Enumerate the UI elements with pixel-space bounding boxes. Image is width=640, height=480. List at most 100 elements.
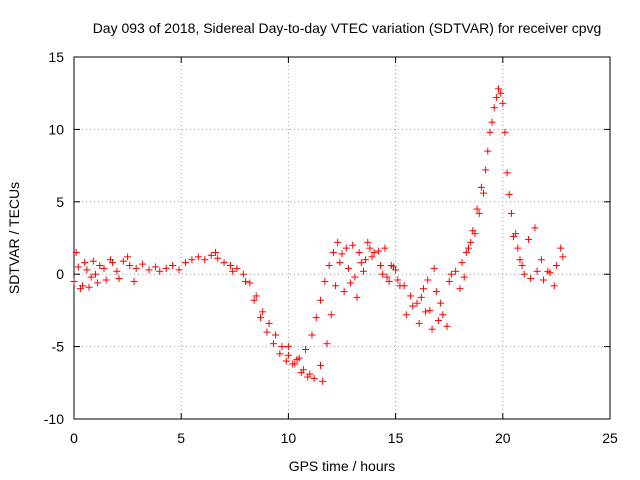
data-point (492, 94, 500, 102)
data-point (336, 259, 344, 267)
data-point (317, 361, 325, 369)
y-tick-label: 10 (48, 121, 64, 137)
data-point (344, 264, 352, 272)
data-point (342, 244, 350, 252)
data-point (72, 248, 80, 256)
data-point (76, 285, 84, 293)
data-point (284, 351, 292, 359)
data-point (229, 267, 237, 275)
y-tick-label: 5 (56, 194, 64, 210)
data-point (321, 277, 329, 285)
data-point (514, 244, 522, 252)
data-point (484, 147, 492, 155)
y-tick-label: -10 (44, 411, 64, 427)
x-tick-label: 15 (388, 430, 404, 446)
data-point (282, 357, 290, 365)
data-point (327, 311, 335, 319)
data-point (302, 345, 310, 353)
y-tick-label: -5 (52, 339, 65, 355)
data-point (212, 248, 220, 256)
data-point (507, 209, 515, 217)
data-point (299, 366, 307, 374)
data-point (265, 319, 273, 327)
data-point (480, 189, 488, 197)
data-point (377, 262, 385, 270)
data-point (544, 267, 552, 275)
data-point (432, 288, 440, 296)
data-point (460, 273, 468, 281)
data-point (437, 299, 445, 307)
data-point (381, 244, 389, 252)
data-point (531, 224, 539, 232)
data-point (357, 259, 365, 267)
data-point (447, 270, 455, 278)
data-point (415, 319, 423, 327)
data-point (495, 85, 503, 93)
x-tick-label: 20 (495, 430, 511, 446)
data-point (503, 169, 511, 177)
data-point (175, 266, 183, 274)
data-point (434, 317, 442, 325)
data-point (428, 325, 436, 333)
data-point (194, 253, 202, 261)
data-point (537, 256, 545, 264)
data-point (252, 292, 260, 300)
data-point (452, 267, 460, 275)
axis-ticks: 0 5 10 15 20 25 -10 -5 0 5 10 15 (44, 49, 618, 446)
data-point (368, 253, 376, 261)
data-point (349, 241, 357, 249)
data-point (169, 262, 177, 270)
data-point (89, 257, 97, 265)
data-point (426, 306, 434, 314)
data-point (81, 259, 89, 267)
data-point (456, 285, 464, 293)
data-point (115, 275, 123, 283)
data-point (340, 288, 348, 296)
grid-lines (74, 57, 610, 419)
y-axis-label: SDTVAR / TECUs (6, 182, 22, 294)
data-point (284, 343, 292, 351)
data-point (332, 282, 340, 290)
data-point (319, 377, 327, 385)
data-point (419, 285, 427, 293)
data-point (557, 244, 565, 252)
data-point (477, 183, 485, 191)
data-point (94, 279, 102, 287)
data-point (417, 293, 425, 301)
data-point (362, 256, 370, 264)
data-point (464, 244, 472, 252)
data-point (334, 238, 342, 246)
data-point (151, 263, 159, 271)
data-point (113, 267, 121, 275)
y-tick-label: 15 (48, 49, 64, 65)
data-point (422, 308, 430, 316)
data-point (278, 343, 286, 351)
x-tick-label: 0 (70, 430, 78, 446)
data-point (520, 270, 528, 278)
data-point (100, 264, 108, 272)
data-point (430, 264, 438, 272)
data-point (162, 264, 170, 272)
data-point (263, 328, 271, 336)
data-point (552, 262, 560, 270)
data-point (257, 314, 265, 322)
data-point (364, 238, 372, 246)
data-point (139, 260, 147, 268)
data-point (70, 277, 78, 285)
data-point (394, 276, 402, 284)
data-point (482, 166, 490, 174)
data-point (540, 276, 548, 284)
data-point (181, 259, 189, 267)
data-point (510, 233, 518, 241)
y-tick-label: 0 (56, 266, 64, 282)
data-point (310, 374, 318, 382)
data-point (96, 262, 104, 270)
data-point (488, 118, 496, 126)
x-axis-label: GPS time / hours (289, 458, 396, 474)
data-point (293, 356, 301, 364)
data-point (246, 279, 254, 287)
data-point (74, 263, 82, 271)
data-point (306, 370, 314, 378)
data-point (443, 322, 451, 330)
